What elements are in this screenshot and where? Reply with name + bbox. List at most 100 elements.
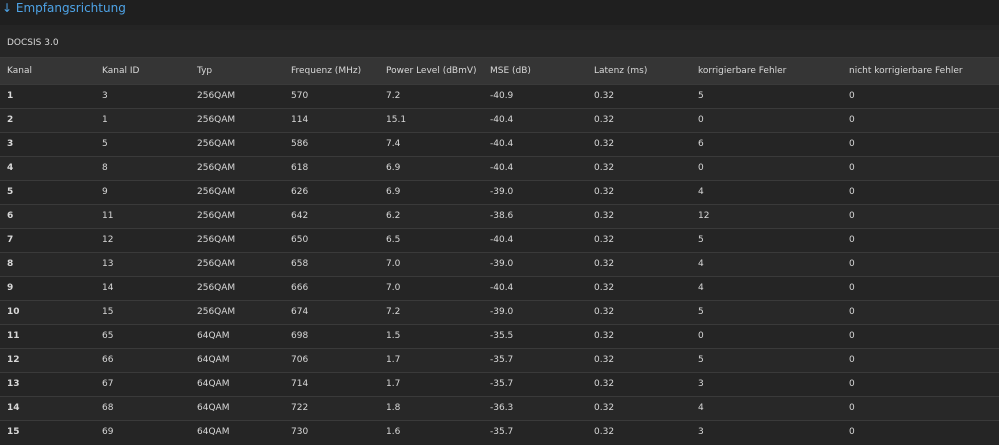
table-cell: 722 [291,403,309,413]
table-cell: 0.32 [594,139,615,149]
column-header: Latenz (ms) [594,66,648,76]
column-header: Typ [197,66,213,76]
table-cell: 6.5 [386,235,401,245]
table-cell: 0.32 [594,331,615,341]
table-cell: 5 [698,355,704,365]
table-cell: 0 [849,403,855,413]
table-cell: 4 [698,187,704,197]
table-cell: 9 [102,187,108,197]
table-row: 12 66 64QAM 706 1.7 -35.7 0.32 5 0 [0,348,999,372]
table-row: 1 3 256QAM 570 7.2 -40.9 0.32 5 0 [0,84,999,108]
table-cell: 15 [7,427,20,437]
table-cell: 64QAM [197,427,230,437]
table-cell: 0 [849,307,855,317]
table-row: 8 13 256QAM 658 7.0 -39.0 0.32 4 0 [0,252,999,276]
table-cell: 7.0 [386,283,401,293]
table-cell: 1 [102,115,108,125]
table-cell: 642 [291,211,309,221]
table-cell: -35.5 [490,331,514,341]
table-cell: -40.4 [490,139,514,149]
table-row: 5 9 256QAM 626 6.9 -39.0 0.32 4 0 [0,180,999,204]
table-cell: 658 [291,259,309,269]
table-cell: 1.7 [386,355,401,365]
table-row: 7 12 256QAM 650 6.5 -40.4 0.32 5 0 [0,228,999,252]
table-cell: 0 [849,427,855,437]
table-cell: 14 [7,403,20,413]
table-cell: 5 [7,187,14,197]
column-header: Kanal ID [102,66,140,76]
table-cell: 1.5 [386,331,401,341]
table-cell: 0 [849,379,855,389]
table-cell: 15.1 [386,115,407,125]
table-cell: 0.32 [594,379,615,389]
table-cell: 4 [7,163,14,173]
table-cell: 3 [698,379,704,389]
table-cell: 65 [102,331,114,341]
table-cell: 14 [102,283,114,293]
table-cell: 256QAM [197,139,236,149]
table-cell: 12 [698,211,710,221]
table-cell: 256QAM [197,211,236,221]
column-header: Kanal [7,66,32,76]
table-row: 10 15 256QAM 674 7.2 -39.0 0.32 5 0 [0,300,999,324]
table-cell: 256QAM [197,235,236,245]
table-cell: 0 [849,211,855,221]
table-cell: 0 [849,283,855,293]
table-cell: 15 [102,307,114,317]
table-cell: -40.4 [490,235,514,245]
table-cell: 64QAM [197,355,230,365]
table-row: 2 1 256QAM 114 15.1 -40.4 0.32 0 0 [0,108,999,132]
table-cell: 64QAM [197,403,230,413]
table-cell: -39.0 [490,259,514,269]
header-row: Kanal Kanal ID Typ Frequenz (MHz) Power Leve… [0,57,999,84]
table-cell: 650 [291,235,309,245]
table-row: 9 14 256QAM 666 7.0 -40.4 0.32 4 0 [0,276,999,300]
table-cell: 0 [849,259,855,269]
table-cell: 12 [7,355,20,365]
table-cell: 1 [7,91,14,101]
table-cell: 0 [698,331,704,341]
table-cell: 1.7 [386,379,401,389]
section-title[interactable]: ↓ Empfangsrichtung [2,1,126,15]
table-cell: 0.32 [594,355,615,365]
table-cell: 706 [291,355,309,365]
table-cell: 7.2 [386,91,401,101]
table-cell: 7.2 [386,307,401,317]
table-cell: 0 [849,235,855,245]
table-cell: 64QAM [197,331,230,341]
table-cell: 256QAM [197,283,236,293]
table-cell: 256QAM [197,307,236,317]
table-row: 14 68 64QAM 722 1.8 -36.3 0.32 4 0 [0,396,999,420]
table-panel: DOCSIS 3.0 Kanal Kanal ID Typ Frequenz (MHz… [0,25,999,445]
table-cell: 69 [102,427,114,437]
table-cell: 11 [102,211,114,221]
table-cell: 3 [698,427,704,437]
table-cell: 666 [291,283,309,293]
table-cell: 626 [291,187,309,197]
table-cell: 0.32 [594,235,615,245]
table-cell: 698 [291,331,309,341]
table-cell: -35.7 [490,355,514,365]
table-cell: 618 [291,163,309,173]
table-cell: -40.4 [490,283,514,293]
table-cell: 0.32 [594,211,615,221]
table-cell: -40.4 [490,115,514,125]
table-cell: 0.32 [594,403,615,413]
table-cell: 13 [102,259,114,269]
table-cell: 12 [102,235,114,245]
table-cell: 0.32 [594,259,615,269]
table-cell: 0 [849,187,855,197]
table-cell: 0 [849,115,855,125]
table-cell: -39.0 [490,187,514,197]
table-cell: 0 [849,355,855,365]
table-cell: 0 [698,163,704,173]
table-cell: 5 [102,139,108,149]
table-cell: -40.4 [490,163,514,173]
table-cell: 5 [698,307,704,317]
table-cell: 5 [698,235,704,245]
table-cell: 2 [7,115,14,125]
table-cell: 0.32 [594,187,615,197]
table-cell: 256QAM [197,163,236,173]
table-cell: 3 [102,91,108,101]
